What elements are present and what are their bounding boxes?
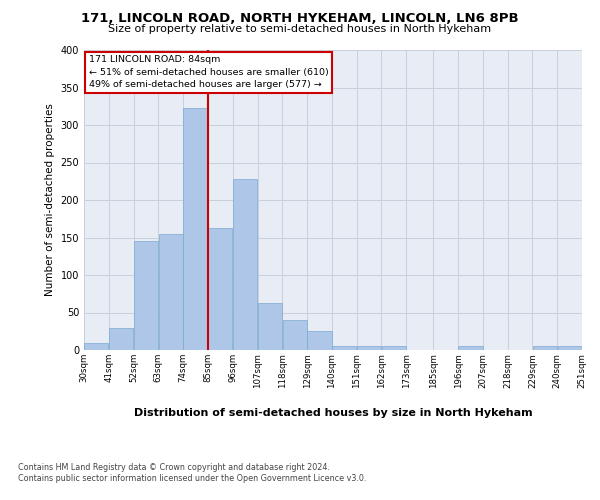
Bar (208, 228, 232, 350)
Text: Distribution of semi-detached houses by size in North Hykeham: Distribution of semi-detached houses by … (134, 408, 532, 418)
Bar (533, 346, 557, 350)
Text: Contains HM Land Registry data © Crown copyright and database right 2024.: Contains HM Land Registry data © Crown c… (18, 462, 330, 471)
Bar (332, 346, 356, 350)
Bar (283, 320, 307, 350)
Bar (134, 242, 158, 350)
Bar (557, 346, 581, 350)
Bar (233, 179, 257, 350)
Text: Contains public sector information licensed under the Open Government Licence v3: Contains public sector information licen… (18, 474, 367, 483)
Bar (382, 346, 406, 350)
Y-axis label: Number of semi-detached properties: Number of semi-detached properties (45, 104, 55, 296)
Bar (184, 108, 208, 350)
Bar (357, 346, 381, 350)
Text: 171 LINCOLN ROAD: 84sqm
← 51% of semi-detached houses are smaller (610)
49% of s: 171 LINCOLN ROAD: 84sqm ← 51% of semi-de… (89, 56, 328, 90)
Bar (307, 331, 332, 350)
Text: Size of property relative to semi-detached houses in North Hykeham: Size of property relative to semi-detach… (109, 24, 491, 34)
Bar (85, 342, 109, 350)
Bar (458, 346, 482, 350)
Text: 171, LINCOLN ROAD, NORTH HYKEHAM, LINCOLN, LN6 8PB: 171, LINCOLN ROAD, NORTH HYKEHAM, LINCOL… (81, 12, 519, 26)
Bar (109, 328, 133, 350)
Bar (158, 234, 183, 350)
Bar (258, 302, 282, 350)
